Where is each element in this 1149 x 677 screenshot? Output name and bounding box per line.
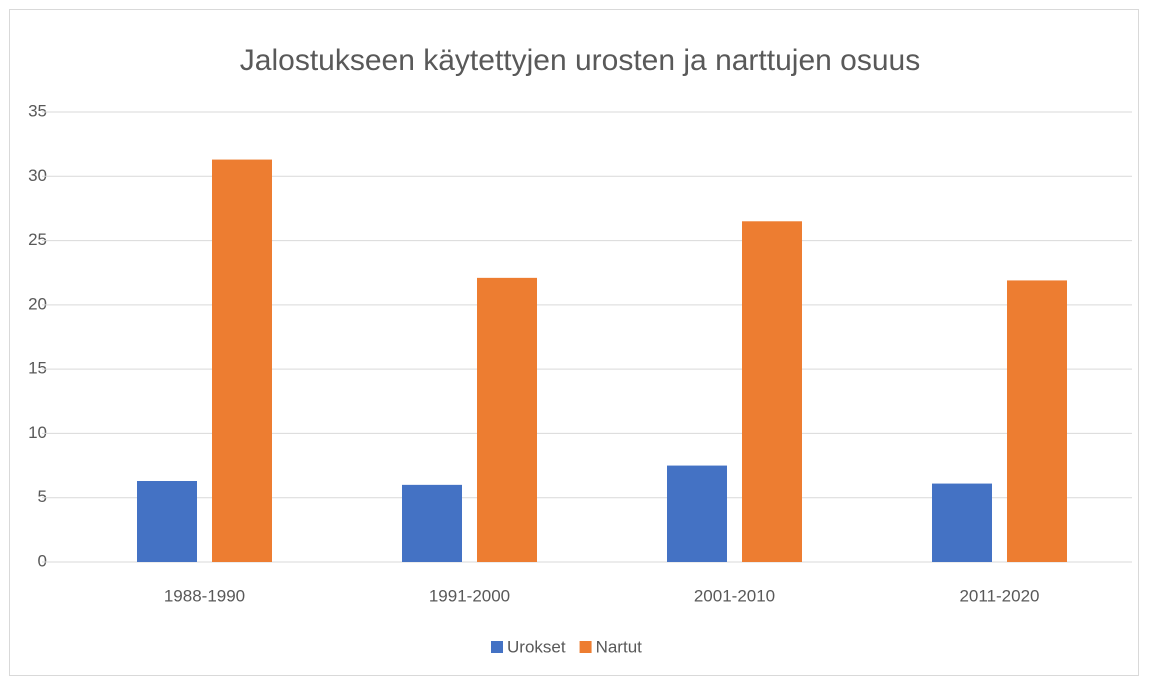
y-tick-label: 25	[28, 230, 47, 249]
bar	[667, 465, 727, 562]
y-tick-label: 10	[28, 423, 47, 442]
bar	[932, 483, 992, 562]
x-tick-label: 2011-2020	[959, 586, 1039, 605]
bar	[212, 159, 272, 563]
bar	[742, 221, 802, 563]
bar	[477, 277, 537, 562]
y-tick-label: 20	[28, 294, 47, 313]
y-tick-label: 15	[28, 359, 47, 378]
bar	[402, 484, 462, 562]
bar	[1007, 280, 1067, 562]
legend-label: Urokset	[507, 637, 566, 656]
x-tick-label: 1991-2000	[429, 586, 510, 605]
y-tick-label: 35	[28, 101, 47, 120]
bar	[137, 481, 197, 562]
legend-label: Nartut	[596, 637, 643, 656]
legend-swatch	[579, 641, 592, 653]
x-tick-label: 1988-1990	[164, 586, 245, 605]
legend-swatch	[491, 641, 503, 653]
x-tick-label: 2001-2010	[694, 586, 775, 605]
chart-title: Jalostukseen käytettyjen urosten ja nart…	[240, 44, 920, 77]
y-tick-label: 5	[38, 487, 47, 506]
y-tick-label: 30	[28, 166, 47, 185]
chart-border	[9, 9, 1139, 676]
y-tick-label: 0	[38, 551, 47, 570]
